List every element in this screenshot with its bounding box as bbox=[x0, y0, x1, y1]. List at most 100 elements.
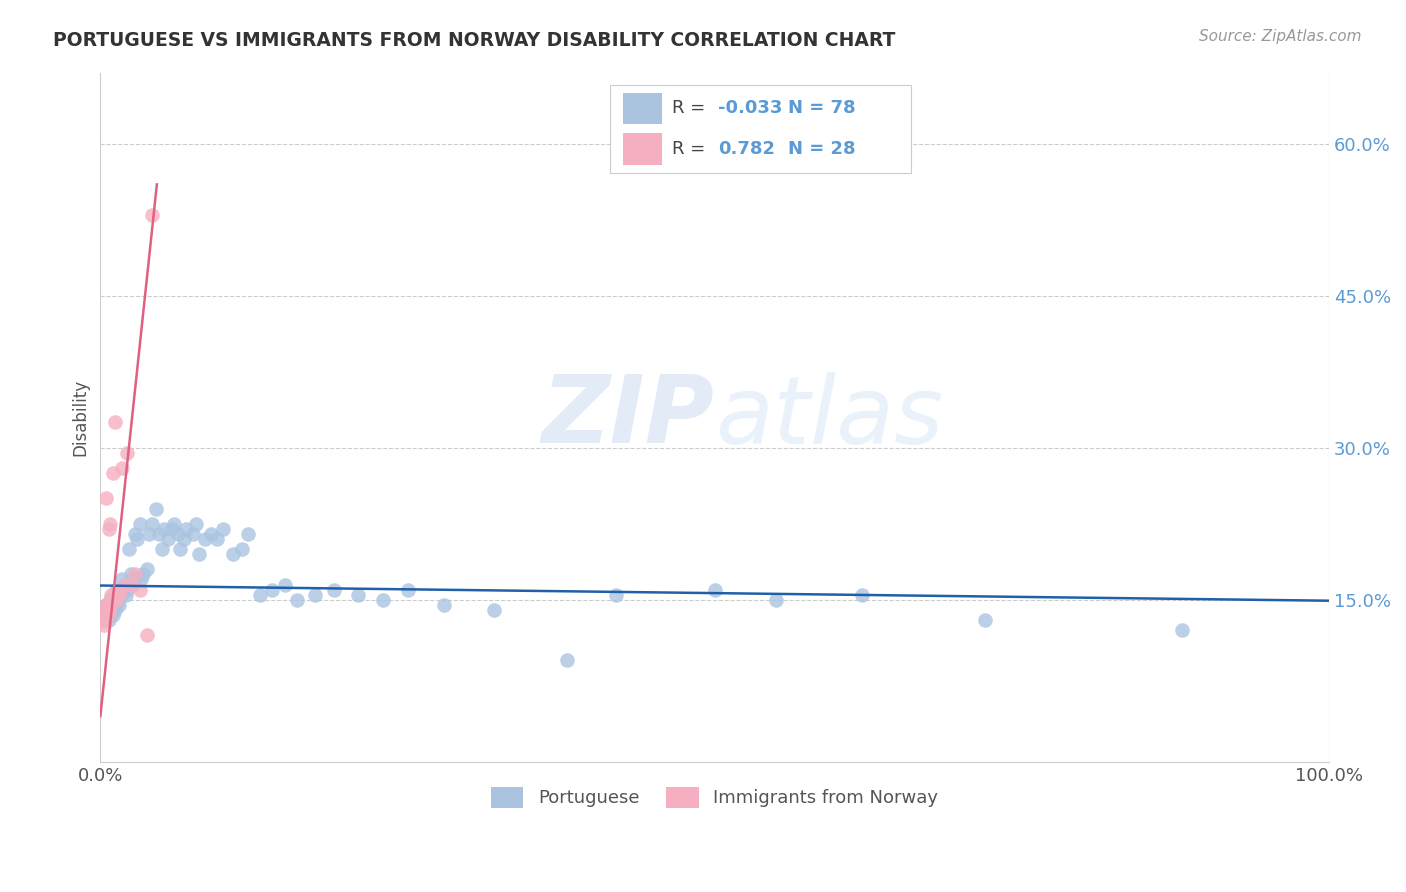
Point bbox=[105, 582, 128, 597]
Point bbox=[212, 522, 235, 536]
Point bbox=[231, 542, 253, 557]
Point bbox=[91, 613, 114, 627]
Point bbox=[169, 542, 191, 557]
Point bbox=[136, 628, 159, 642]
Text: -0.033: -0.033 bbox=[718, 100, 783, 118]
Point bbox=[117, 542, 139, 557]
Point bbox=[145, 501, 167, 516]
Point bbox=[124, 567, 146, 582]
Point bbox=[347, 588, 370, 602]
Point bbox=[100, 588, 122, 602]
Point bbox=[97, 522, 120, 536]
Point bbox=[555, 653, 578, 667]
Point bbox=[765, 592, 787, 607]
Point bbox=[97, 603, 120, 617]
Text: PORTUGUESE VS IMMIGRANTS FROM NORWAY DISABILITY CORRELATION CHART: PORTUGUESE VS IMMIGRANTS FROM NORWAY DIS… bbox=[53, 31, 896, 50]
Point bbox=[104, 603, 127, 617]
Point bbox=[605, 588, 627, 602]
Point bbox=[205, 532, 228, 546]
Point bbox=[160, 522, 183, 536]
Point bbox=[110, 588, 132, 602]
Point bbox=[97, 613, 120, 627]
Point bbox=[115, 588, 138, 602]
Point bbox=[96, 598, 118, 612]
Point bbox=[166, 527, 188, 541]
Point bbox=[111, 461, 134, 475]
Point bbox=[114, 577, 136, 591]
Point bbox=[187, 547, 209, 561]
Point bbox=[104, 592, 127, 607]
Point bbox=[98, 516, 121, 531]
Legend: Portuguese, Immigrants from Norway: Portuguese, Immigrants from Norway bbox=[484, 780, 946, 814]
Point bbox=[107, 588, 129, 602]
Point bbox=[262, 582, 284, 597]
Point bbox=[114, 577, 136, 591]
Text: Source: ZipAtlas.com: Source: ZipAtlas.com bbox=[1198, 29, 1361, 44]
Point bbox=[94, 607, 117, 622]
Point bbox=[304, 588, 326, 602]
Point bbox=[105, 592, 128, 607]
Point bbox=[107, 598, 129, 612]
Point bbox=[1170, 623, 1192, 637]
Point bbox=[98, 598, 121, 612]
FancyBboxPatch shape bbox=[623, 133, 662, 165]
Point bbox=[285, 592, 308, 607]
Point bbox=[974, 613, 997, 627]
Point bbox=[108, 582, 131, 597]
FancyBboxPatch shape bbox=[610, 85, 911, 173]
Point bbox=[138, 527, 160, 541]
Point bbox=[103, 592, 125, 607]
Point bbox=[128, 516, 150, 531]
Point bbox=[98, 592, 121, 607]
Point bbox=[101, 607, 124, 622]
Point bbox=[153, 522, 176, 536]
Text: N = 28: N = 28 bbox=[789, 140, 856, 158]
Point bbox=[94, 613, 117, 627]
FancyBboxPatch shape bbox=[623, 93, 662, 124]
Point bbox=[150, 542, 173, 557]
Point bbox=[136, 562, 159, 576]
Point bbox=[176, 522, 198, 536]
Point bbox=[117, 446, 139, 460]
Point bbox=[129, 573, 152, 587]
Point bbox=[322, 582, 344, 597]
Point bbox=[98, 607, 121, 622]
Text: N = 78: N = 78 bbox=[789, 100, 856, 118]
Point bbox=[124, 527, 146, 541]
Text: 0.782: 0.782 bbox=[718, 140, 775, 158]
Point bbox=[127, 532, 149, 546]
Point bbox=[236, 527, 259, 541]
Point bbox=[851, 588, 873, 602]
Point bbox=[105, 598, 128, 612]
Point bbox=[94, 613, 117, 627]
Point bbox=[96, 491, 118, 506]
Point bbox=[200, 527, 222, 541]
Point bbox=[181, 527, 204, 541]
Point bbox=[97, 603, 120, 617]
Point bbox=[120, 577, 142, 591]
Point bbox=[112, 582, 135, 597]
Point bbox=[120, 567, 142, 582]
Point bbox=[93, 603, 115, 617]
Point bbox=[128, 582, 150, 597]
Point bbox=[93, 618, 115, 632]
Point bbox=[97, 598, 120, 612]
Text: ZIP: ZIP bbox=[541, 371, 714, 463]
Point bbox=[107, 592, 129, 607]
Point bbox=[371, 592, 394, 607]
Point bbox=[108, 582, 131, 597]
Point bbox=[104, 416, 127, 430]
Point bbox=[103, 588, 125, 602]
Point bbox=[222, 547, 245, 561]
Point bbox=[163, 516, 186, 531]
Point bbox=[111, 573, 134, 587]
Point bbox=[186, 516, 208, 531]
Point bbox=[121, 577, 143, 591]
Point bbox=[482, 603, 505, 617]
Point bbox=[396, 582, 419, 597]
Point bbox=[96, 598, 118, 612]
Text: atlas: atlas bbox=[714, 372, 943, 463]
Y-axis label: Disability: Disability bbox=[72, 379, 89, 456]
Point bbox=[101, 466, 124, 480]
Point bbox=[194, 532, 217, 546]
